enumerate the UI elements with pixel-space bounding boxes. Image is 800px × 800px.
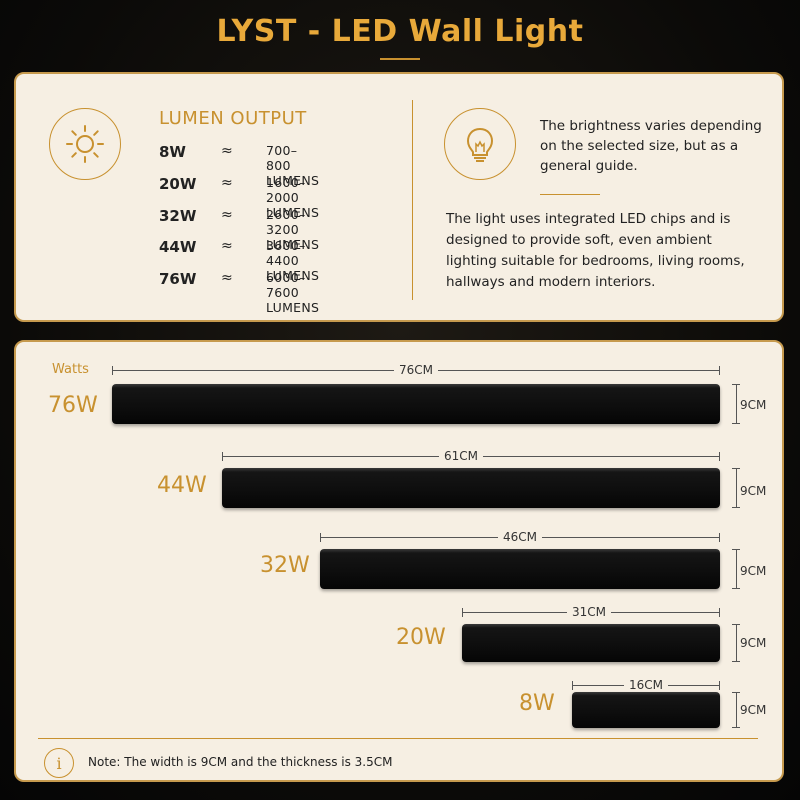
led-bar-44w xyxy=(222,468,720,508)
dimension-tick xyxy=(732,588,740,589)
lumen-range: 3600–4400 LUMENS xyxy=(266,238,320,283)
lumen-range: 700–800 LUMENS xyxy=(266,143,320,188)
dimension-tick xyxy=(732,423,740,424)
info-icon: i xyxy=(44,748,74,778)
bar-watts-label: 44W xyxy=(157,473,207,498)
approx-sign: ≈ xyxy=(221,207,233,223)
dimension-tick xyxy=(462,608,463,617)
lumen-watts: 8W xyxy=(159,143,186,161)
lumen-info-panel: LUMEN OUTPUT 8W ≈ 700–800 LUMENS 20W ≈ 1… xyxy=(14,72,784,322)
dimension-tick xyxy=(732,692,740,693)
sun-icon xyxy=(49,108,121,180)
bar-watts-label: 76W xyxy=(48,393,98,418)
dimension-tick xyxy=(732,384,740,385)
dimension-tick xyxy=(732,549,740,550)
length-label: 61CM xyxy=(438,449,484,463)
page-title: LYST - LED Wall Light xyxy=(216,14,584,49)
height-dimension-line xyxy=(736,549,737,589)
dimension-tick xyxy=(719,452,720,461)
dimension-tick xyxy=(719,533,720,542)
dimension-tick xyxy=(732,468,740,469)
length-label: 16CM xyxy=(623,678,669,692)
led-bar-8w xyxy=(572,692,720,728)
dimension-tick xyxy=(320,533,321,542)
bar-watts-label: 8W xyxy=(519,691,555,716)
approx-sign: ≈ xyxy=(221,143,233,159)
height-label: 9CM xyxy=(740,398,767,412)
height-label: 9CM xyxy=(740,484,767,498)
dimension-note: Note: The width is 9CM and the thickness… xyxy=(88,755,393,769)
led-bar-20w xyxy=(462,624,720,662)
dimension-tick xyxy=(732,661,740,662)
title-underline xyxy=(380,58,420,60)
vertical-divider xyxy=(412,100,413,300)
bar-watts-label: 20W xyxy=(396,625,446,650)
approx-sign: ≈ xyxy=(221,175,233,191)
light-bulb-icon xyxy=(444,108,516,180)
lumen-range: 1600–2000 LUMENS xyxy=(266,175,320,220)
height-dimension-line xyxy=(736,384,737,424)
height-label: 9CM xyxy=(740,636,767,650)
height-label: 9CM xyxy=(740,703,767,717)
length-label: 46CM xyxy=(497,530,543,544)
small-divider xyxy=(540,194,600,195)
dimension-tick xyxy=(732,624,740,625)
lumen-range: 2600–3200 LUMENS xyxy=(266,207,320,252)
dimension-tick xyxy=(572,681,573,690)
dimension-tick xyxy=(719,366,720,375)
approx-sign: ≈ xyxy=(221,270,233,286)
led-bar-76w xyxy=(112,384,720,424)
approx-sign: ≈ xyxy=(221,238,233,254)
bar-watts-label: 32W xyxy=(260,553,310,578)
lumen-range: 6000–7600 LUMENS xyxy=(266,270,320,315)
dimension-tick xyxy=(719,608,720,617)
watts-label: Watts xyxy=(52,362,89,377)
led-bar-32w xyxy=(320,549,720,589)
lumen-heading: LUMEN OUTPUT xyxy=(159,108,307,129)
dimension-tick xyxy=(112,366,113,375)
lumen-watts: 44W xyxy=(159,238,197,256)
dimension-tick xyxy=(719,681,720,690)
brightness-note: The brightness varies depending on the s… xyxy=(540,118,762,174)
height-dimension-line xyxy=(736,468,737,508)
dimension-tick xyxy=(732,727,740,728)
dimension-tick xyxy=(732,507,740,508)
length-label: 31CM xyxy=(566,605,612,619)
lumen-watts: 32W xyxy=(159,207,197,225)
height-dimension-line xyxy=(736,692,737,728)
lumen-watts: 20W xyxy=(159,175,197,193)
length-label: 76CM xyxy=(393,363,439,377)
dimension-tick xyxy=(222,452,223,461)
product-description: The light uses integrated LED chips and … xyxy=(446,211,745,290)
height-dimension-line xyxy=(736,624,737,662)
lumen-watts: 76W xyxy=(159,270,197,288)
size-chart-panel: Watts 76W 76CM 9CM 44W 61CM 9CM 32W 46CM… xyxy=(14,340,784,782)
note-divider xyxy=(38,738,758,739)
height-label: 9CM xyxy=(740,564,767,578)
